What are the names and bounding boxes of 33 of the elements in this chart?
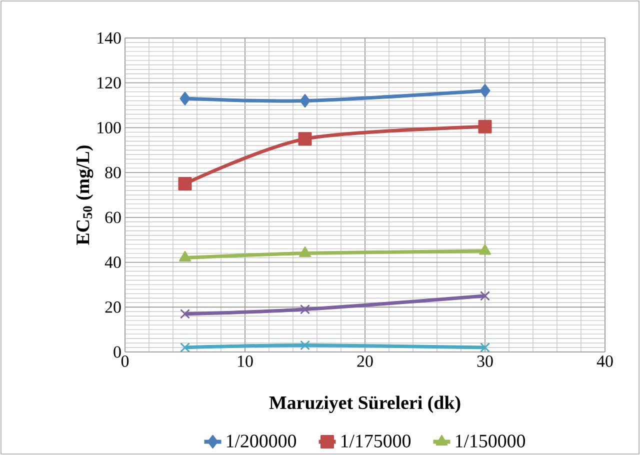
point — [480, 84, 490, 98]
y-tick-label: 120 — [98, 77, 121, 89]
y-tick-label: 80 — [105, 166, 121, 178]
y-tick-label: 140 — [98, 32, 121, 44]
legend-label: 1/200000 — [226, 434, 296, 448]
point — [480, 290, 490, 301]
point — [479, 244, 491, 255]
y-axis-title: EC$_{50}$ (mg/L) — [76, 146, 94, 245]
point — [299, 246, 311, 258]
point — [480, 342, 490, 352]
point — [179, 251, 191, 262]
x-tick-label: 40 — [596, 356, 613, 367]
legend-label: 1/175000 — [341, 434, 411, 448]
y-tick-label: 100 — [98, 122, 121, 134]
point — [478, 120, 492, 134]
x-tick-label: 30 — [477, 356, 493, 367]
point — [180, 308, 190, 319]
point — [180, 342, 190, 352]
point — [300, 304, 310, 314]
y-tick-label: 40 — [104, 256, 121, 268]
y-tick-label: 60 — [105, 212, 121, 224]
point — [300, 340, 310, 350]
point — [178, 177, 192, 191]
y-tick-label: 20 — [105, 301, 121, 313]
x-tick-label: 10 — [238, 356, 253, 367]
legend-label: 1/150000 — [456, 434, 526, 448]
x-tick-label: 20 — [357, 356, 373, 367]
x-tick-label: 0 — [121, 356, 129, 367]
point — [298, 132, 312, 146]
y-tick-label: 0 — [114, 346, 121, 358]
point — [180, 92, 190, 106]
point — [300, 94, 310, 108]
x-axis-title: Maruziyet Süreleri (dk) — [269, 396, 460, 413]
